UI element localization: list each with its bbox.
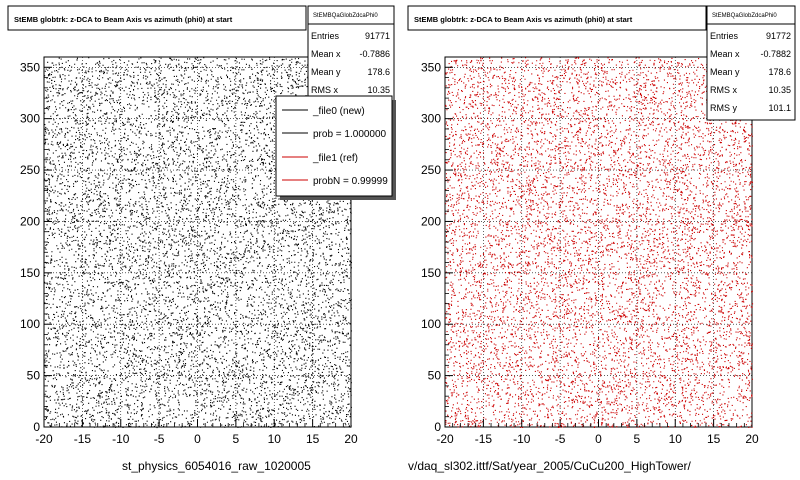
y-tick-label: 350 (20, 60, 40, 74)
y-tick-label: 300 (421, 112, 441, 126)
y-tick-label: 100 (421, 317, 441, 331)
left-title: StEMB globtrk: z-DCA to Beam Axis vs azi… (14, 15, 233, 24)
legend-box: _file0 (new) prob = 1.000000 _file1 (ref… (275, 95, 396, 200)
x-tick-label: 5 (634, 432, 641, 446)
x-tick-label: -5 (154, 432, 165, 446)
y-tick-label: 0 (434, 420, 441, 434)
y-tick-label: 250 (20, 163, 40, 177)
x-tick-label: -5 (555, 432, 566, 446)
legend-entry-probn: probN = 0.99999 (282, 176, 388, 187)
right-panel: StEMB globtrk: z-DCA to Beam Axis vs azi… (407, 5, 796, 473)
left-stats-rmsx-value: 10.35 (367, 85, 390, 95)
y-tick-label: 200 (421, 214, 441, 228)
right-stats-rmsy-label: RMS y (710, 103, 738, 113)
y-tick-label: 150 (20, 266, 40, 280)
left-stats-meany-value: 178.6 (367, 67, 390, 77)
x-tick-label: 5 (233, 432, 240, 446)
y-tick-label: 150 (421, 266, 441, 280)
left-scatter-points (44, 57, 353, 429)
right-title: StEMB globtrk: z-DCA to Beam Axis vs azi… (414, 15, 633, 24)
right-stats-name: StEMBQaGlobZdcaPhi0 (712, 13, 777, 19)
legend-label-ref: _file1 (ref) (312, 153, 358, 164)
x-tick-label: 0 (595, 432, 602, 446)
right-stats-entries-label: Entries (710, 31, 739, 41)
x-tick-label: -20 (35, 432, 53, 446)
left-stats-entries-value: 91771 (365, 31, 390, 41)
y-tick-label: 50 (27, 369, 41, 383)
left-panel: StEMB globtrk: z-DCA to Beam Axis vs azi… (7, 5, 396, 473)
x-tick-label: 0 (194, 432, 201, 446)
right-stats-rmsy-value: 101.1 (768, 103, 791, 113)
x-tick-label: 10 (268, 432, 282, 446)
right-title-box (407, 5, 707, 31)
right-stats-box: StEMBQaGlobZdcaPhi0 Entries 91772 Mean x… (706, 5, 796, 121)
right-footer: v/daq_sl302.ittf/Sat/year_2005/CuCu200_H… (408, 459, 692, 473)
left-stats-meanx-value: -0.7886 (359, 49, 390, 59)
x-tick-label: -20 (436, 432, 454, 446)
legend-label-probn: probN = 0.99999 (313, 176, 388, 187)
left-stats-box: StEMBQaGlobZdcaPhi0 Entries 91771 Mean x… (307, 5, 395, 103)
x-tick-label: -15 (475, 432, 493, 446)
right-stats-meanx-label: Mean x (710, 49, 740, 59)
legend-entry-new: _file0 (new) (282, 106, 365, 117)
scatter-point-cloud (44, 57, 353, 429)
x-tick-label: 20 (344, 432, 358, 446)
right-stats-entries-value: 91772 (766, 31, 791, 41)
left-footer: st_physics_6054016_raw_1020005 (122, 459, 311, 473)
left-stats-meanx-label: Mean x (311, 49, 341, 59)
y-tick-label: 250 (421, 163, 441, 177)
x-tick-label: 15 (306, 432, 320, 446)
right-stats-rmsx-value: 10.35 (768, 85, 791, 95)
y-tick-label: 50 (428, 369, 442, 383)
legend-label-new: _file0 (new) (312, 106, 365, 117)
y-tick-label: 300 (20, 112, 40, 126)
y-tick-label: 0 (33, 420, 40, 434)
x-tick-label: 20 (745, 432, 759, 446)
legend-entry-ref: _file1 (ref) (282, 153, 358, 164)
x-tick-label: -15 (74, 432, 92, 446)
right-stats-meany-value: 178.6 (768, 67, 791, 77)
right-stats-meany-label: Mean y (710, 67, 740, 77)
y-tick-label: 100 (20, 317, 40, 331)
right-stats-meanx-value: -0.7882 (760, 49, 791, 59)
right-stats-rmsx-label: RMS x (710, 85, 738, 95)
right-grid (445, 57, 752, 427)
left-stats-rmsx-label: RMS x (311, 85, 339, 95)
left-title-box (7, 5, 307, 31)
x-tick-label: -10 (513, 432, 531, 446)
left-stats-name: StEMBQaGlobZdcaPhi0 (313, 13, 378, 19)
y-tick-label: 200 (20, 214, 40, 228)
x-tick-label: -10 (112, 432, 130, 446)
x-tick-label: 10 (669, 432, 683, 446)
left-stats-entries-label: Entries (311, 31, 340, 41)
left-stats-meany-label: Mean y (311, 67, 341, 77)
y-tick-label: 350 (421, 60, 441, 74)
x-tick-label: 15 (707, 432, 721, 446)
legend-entry-prob: prob = 1.000000 (282, 129, 387, 140)
legend-label-prob: prob = 1.000000 (313, 129, 387, 140)
